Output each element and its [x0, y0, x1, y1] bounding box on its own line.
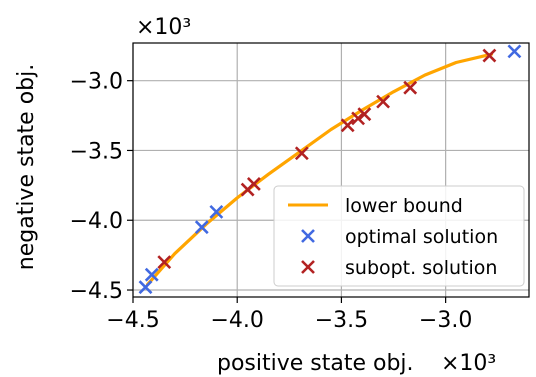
subopt-solution-marker [376, 94, 391, 109]
y-tick-label: −3.5 [70, 139, 123, 164]
optimal-solution-marker [209, 204, 224, 219]
legend-box [273, 185, 525, 287]
legend-marker-subopt [301, 260, 315, 274]
legend-label-subopt-solution: subopt. solution [345, 257, 497, 279]
x-tick-label: −3.0 [419, 308, 472, 333]
y-tick-label: −4.0 [70, 209, 123, 234]
subopt-solution-marker [157, 255, 172, 270]
subopt-solution-marker [294, 146, 309, 161]
legend-label-lower-bound: lower bound [345, 195, 463, 217]
axis-ticks: −4.5 −4.0 −3.5 −3.0 −4.5 −4.0 −3.5 −3.0 [70, 70, 473, 333]
subopt-solution-marker [403, 80, 418, 95]
legend-marker-optimal [301, 229, 315, 243]
optimal-solution-marker [144, 267, 159, 282]
x-axis-label: positive state obj. [217, 351, 414, 376]
x-tick-label: −4.0 [210, 308, 263, 333]
subopt-solution-marker [357, 107, 372, 122]
legend-marker-subopt-icon [301, 260, 315, 274]
optimal-solution-marker [507, 44, 522, 59]
subopt-solution-marker [351, 111, 366, 126]
optimal-solution-marker [194, 220, 209, 235]
legend-marker-optimal-icon [301, 229, 315, 243]
legend: lower bound optimal solution subopt. sol… [273, 185, 525, 287]
subopt-solution-marker [482, 48, 497, 63]
y-axis-label: negative state obj. [14, 64, 39, 270]
subopt-solution-marker [246, 177, 261, 191]
x-tick-label: −4.5 [106, 308, 159, 333]
x-axis-multiplier: ×10³ [441, 351, 496, 376]
y-tick-label: −4.5 [70, 279, 123, 304]
subopt-solution-marker [340, 118, 355, 133]
optimal-solution-marker [138, 280, 153, 295]
legend-label-optimal-solution: optimal solution [345, 226, 498, 248]
x-tick-label: −3.5 [315, 308, 368, 333]
plot-frame [132, 42, 530, 298]
plot-series [138, 44, 522, 295]
y-tick-label: −3.0 [70, 70, 123, 95]
y-axis-multiplier: ×10³ [136, 15, 191, 40]
